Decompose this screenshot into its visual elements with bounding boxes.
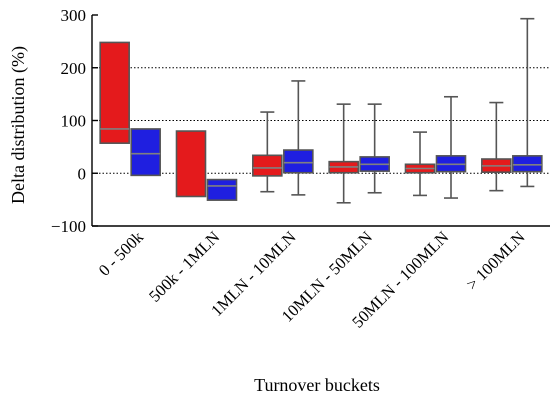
grid-layer [92,67,550,174]
y-tick-label: 100 [61,112,87,131]
y-axis-title: Delta distribution (%) [8,46,29,204]
box-red [175,130,207,198]
box-blue [130,128,161,177]
box-red [99,41,130,144]
box-red [252,154,283,177]
box-blue [206,178,238,201]
y-tick-label: 300 [61,6,87,25]
box-layer [99,17,543,204]
box-blue [512,155,543,173]
box-blue [283,149,314,174]
x-tick-label: 500k - 1MLN [145,227,223,305]
x-axis-title: Turnover buckets [254,375,380,395]
x-tick-label: > 100MLN [462,227,528,293]
y-tick-label: 200 [61,59,87,78]
y-tick-label: −100 [51,217,86,236]
x-tick-label: 0 - 500k [95,227,148,280]
y-tick-label: 0 [78,164,87,183]
